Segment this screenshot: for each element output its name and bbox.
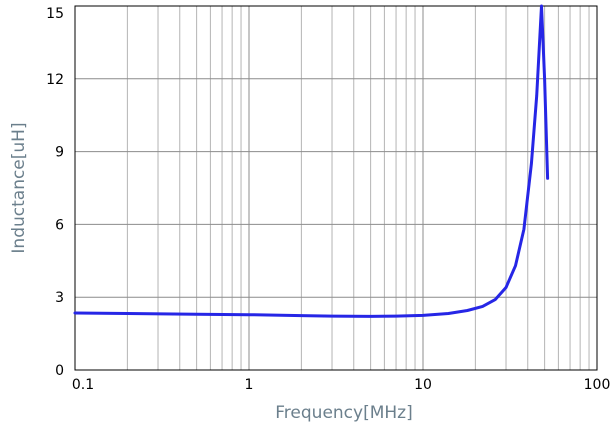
- y-tick-label: 15: [46, 6, 64, 22]
- y-axis-title: Inductance[uH]: [9, 122, 29, 253]
- x-tick-label: 0.1: [72, 377, 94, 393]
- x-tick-label: 1: [245, 377, 254, 393]
- grid-lines: [75, 6, 597, 370]
- plot-frame: [74, 5, 598, 371]
- series-line-inductance: [73, 4, 550, 318]
- y-tick-label: 3: [55, 290, 64, 306]
- y-tick-label: 9: [55, 145, 64, 161]
- tick-labels: 0.1 1 10 100 0 3 6 9 12 15: [46, 6, 610, 393]
- x-tick-label: 10: [414, 377, 432, 393]
- y-tick-label: 0: [55, 363, 64, 379]
- x-tick-label: 100: [584, 377, 611, 393]
- x-axis-title: Frequency[MHz]: [275, 403, 412, 423]
- y-tick-label: 6: [55, 217, 64, 233]
- y-tick-label: 12: [46, 72, 64, 88]
